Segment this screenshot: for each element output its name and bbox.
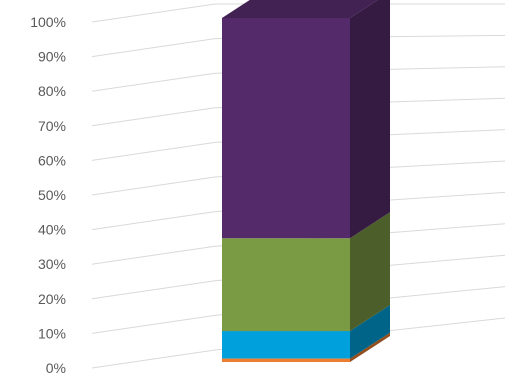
y-tick-label: 90% xyxy=(38,49,66,65)
y-tick-label: 80% xyxy=(38,83,66,99)
bar-segment-4 xyxy=(222,18,350,239)
bar-segment-1 xyxy=(222,358,350,362)
y-tick-label: 50% xyxy=(38,187,66,203)
gridline xyxy=(91,3,505,23)
gridline xyxy=(91,160,505,196)
bar-segment-side-2 xyxy=(350,305,390,359)
bar-segment-side-3 xyxy=(350,212,390,331)
gridline xyxy=(91,317,505,369)
gridline xyxy=(91,129,505,161)
y-tick-label: 0% xyxy=(46,360,66,376)
y-tick-label: 30% xyxy=(38,256,66,272)
gridline xyxy=(91,97,505,127)
y-tick-label: 70% xyxy=(38,118,66,134)
gridline xyxy=(91,286,505,334)
bar-segment-side-1 xyxy=(350,332,390,362)
bar-segment-3 xyxy=(222,238,350,332)
gridline xyxy=(91,66,505,92)
y-axis-tick-labels: 0% 10% 20% 30% 40% 50% 60% 70% 80% 90% 100% xyxy=(30,14,66,376)
bar-top-face xyxy=(222,0,378,18)
y-tick-label: 100% xyxy=(30,14,66,30)
y-tick-label: 20% xyxy=(38,291,66,307)
y-tick-label: 10% xyxy=(38,325,66,341)
gridline xyxy=(91,223,505,265)
y-tick-label: 60% xyxy=(38,152,66,168)
gridline xyxy=(91,254,505,300)
gridline xyxy=(91,191,505,231)
bar-segment-side-4 xyxy=(350,0,390,239)
gridline xyxy=(91,34,505,58)
gridlines xyxy=(91,3,505,369)
y-tick-label: 40% xyxy=(38,222,66,238)
bar-segment-2 xyxy=(222,331,350,359)
bar-stack xyxy=(222,0,390,362)
